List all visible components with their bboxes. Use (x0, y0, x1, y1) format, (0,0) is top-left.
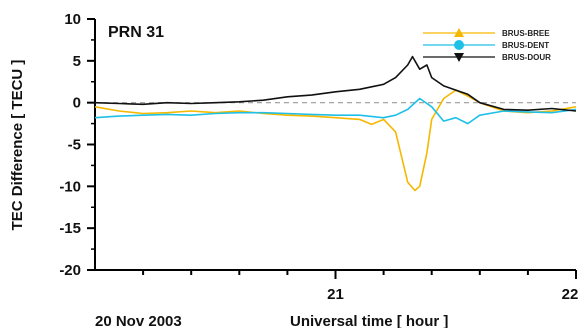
y-tick-label: 0 (73, 95, 81, 112)
x-tick-label: 21 (327, 286, 344, 303)
y-tick-label: 5 (73, 53, 81, 70)
x-tick-label: 22 (562, 286, 579, 303)
legend-entry-label: BRUS-DENT (502, 41, 549, 50)
y-tick-label: 10 (64, 11, 81, 28)
date-label: 20 Nov 2003 (95, 313, 182, 328)
y-tick-label: -20 (59, 262, 81, 279)
axes: 10 5 0 -5 -10 -15 -20 21 22 (59, 11, 578, 303)
legend-entry-label: BRUS-DOUR (502, 53, 551, 62)
legend-circle-marker (454, 40, 464, 50)
legend: BRUS-BREE BRUS-DENT BRUS-DOUR (423, 28, 551, 62)
series-line-brus-bree (94, 89, 577, 192)
legend-triangle-down-marker (454, 53, 464, 62)
legend-entry-label: BRUS-BREE (502, 29, 550, 38)
series-layer (94, 55, 577, 192)
legend-triangle-up-marker (454, 28, 464, 37)
y-tick-label: -5 (68, 137, 81, 154)
y-axis-label: TEC Difference [ TECU ] (9, 60, 26, 231)
y-tick-label: -10 (59, 178, 81, 195)
series-line-brus-dour (94, 55, 577, 112)
plot-annotation: PRN 31 (108, 24, 164, 41)
y-tick-label: -15 (59, 220, 81, 237)
x-axis-label: Universal time [ hour ] (290, 313, 448, 328)
series-line-brus-dent (94, 97, 577, 125)
